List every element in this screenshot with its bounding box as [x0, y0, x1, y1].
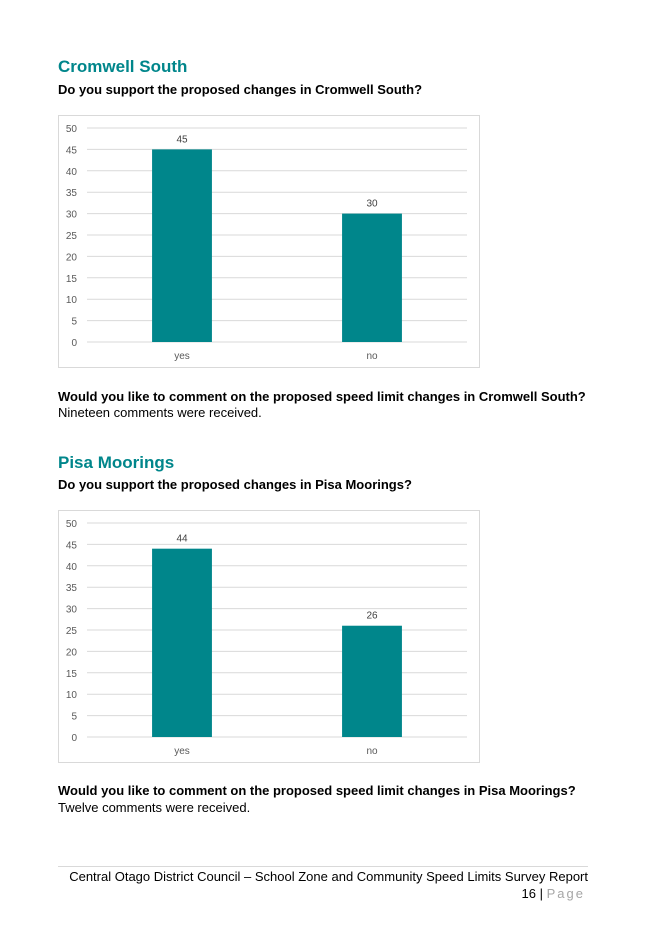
y-tick-label: 15 [66, 669, 78, 680]
x-tick-label: yes [174, 746, 190, 757]
y-tick-label: 50 [66, 124, 78, 135]
bar-chart-svg: 0 5 10 15 20 25 30 35 40 45 50 44 yes 26 no [66, 519, 467, 757]
footer-divider [58, 866, 588, 867]
comment-answer: Twelve comments were received. [58, 800, 251, 815]
y-tick-label: 25 [66, 626, 78, 637]
survey-question: Do you support the proposed changes in C… [58, 82, 423, 97]
footer-page-number: 16 | Page [522, 886, 585, 901]
section-title: Cromwell South [58, 57, 188, 76]
data-label: 44 [176, 534, 188, 545]
y-tick-label: 35 [66, 188, 78, 199]
y-tick-label: 50 [66, 519, 78, 530]
y-tick-label: 20 [66, 252, 78, 263]
x-tick-label: no [366, 351, 378, 362]
y-tick-label: 35 [66, 583, 78, 594]
y-tick-label: 10 [66, 295, 78, 306]
y-tick-label: 45 [66, 145, 78, 156]
y-tick-label: 40 [66, 167, 78, 178]
survey-question: Do you support the proposed changes in P… [58, 477, 412, 492]
y-tick-label: 10 [66, 690, 78, 701]
y-tick-label: 0 [71, 338, 77, 349]
bar-chart: 0 5 10 15 20 25 30 35 40 45 50 45 yes 30 no [58, 115, 480, 368]
x-tick-label: yes [174, 351, 190, 362]
y-tick-label: 5 [71, 712, 77, 723]
y-tick-label: 30 [66, 605, 78, 616]
comment-question: Would you like to comment on the propose… [58, 783, 576, 798]
data-label: 45 [176, 134, 188, 145]
y-tick-label: 45 [66, 540, 78, 551]
comment-answer: Nineteen comments were received. [58, 405, 262, 420]
footer-report-title: Central Otago District Council – School … [69, 869, 588, 884]
y-tick-label: 25 [66, 231, 78, 242]
page-word: Page [546, 886, 585, 901]
page-separator: | [536, 886, 547, 901]
y-tick-label: 5 [71, 317, 77, 328]
x-tick-label: no [366, 746, 378, 757]
data-label: 26 [366, 611, 378, 622]
section-title: Pisa Moorings [58, 453, 175, 472]
bar [342, 625, 402, 737]
bar [342, 213, 402, 342]
bar-chart-svg: 0 5 10 15 20 25 30 35 40 45 50 45 yes 30 no [66, 124, 467, 362]
bar [152, 149, 212, 342]
y-tick-label: 0 [71, 733, 77, 744]
y-tick-label: 30 [66, 210, 78, 221]
y-tick-label: 40 [66, 562, 78, 573]
y-tick-label: 15 [66, 274, 78, 285]
comment-question: Would you like to comment on the propose… [58, 389, 586, 404]
data-label: 30 [366, 199, 378, 210]
bar-chart: 0 5 10 15 20 25 30 35 40 45 50 44 yes 26 no [58, 510, 480, 763]
page-number: 16 [521, 886, 537, 901]
bar [152, 548, 212, 737]
y-tick-label: 20 [66, 647, 78, 658]
